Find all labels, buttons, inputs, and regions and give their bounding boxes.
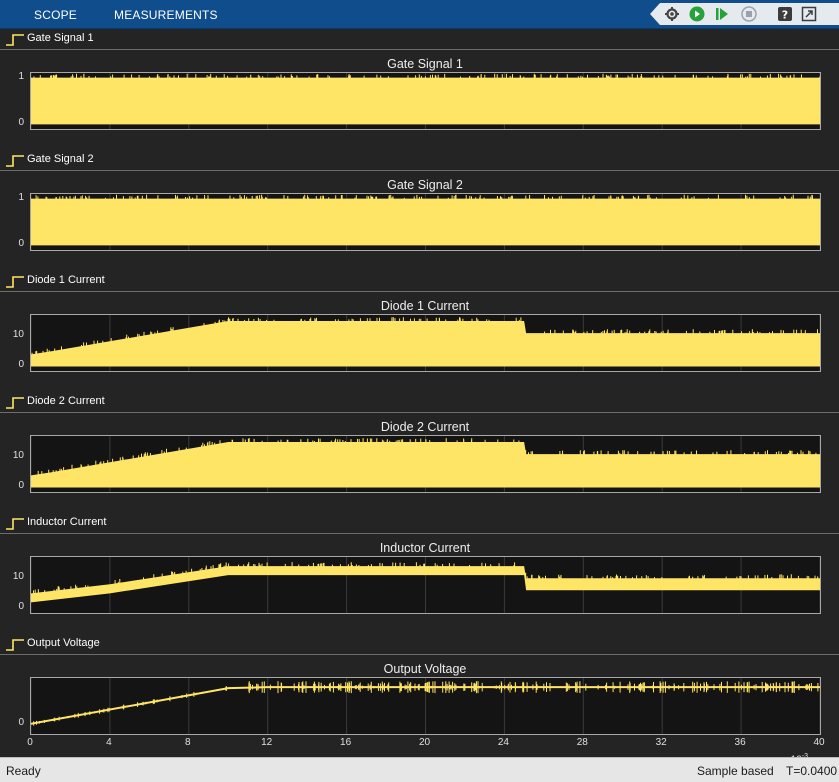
- scope-display: Gate Signal 1 Gate Signal 1 1 0 Gate Signal …: [0, 29, 839, 765]
- x-tick-label: 36: [734, 737, 746, 748]
- y-tick-label: 10: [12, 450, 24, 462]
- x-tick-label: 16: [340, 737, 352, 748]
- signal-header[interactable]: Diode 1 Current: [0, 271, 839, 292]
- axes-title: Output Voltage: [383, 662, 467, 676]
- signal-header[interactable]: Output Voltage: [0, 634, 839, 655]
- x-tick-label: 28: [576, 737, 588, 748]
- plot-svg: [31, 315, 820, 371]
- trace-spikes: [35, 194, 813, 201]
- x-tick-label: 8: [185, 737, 191, 748]
- x-tick-label: 0: [27, 737, 33, 748]
- status-time-text: T=0.0400: [786, 764, 838, 778]
- trace-spikes: [33, 562, 819, 596]
- y-tick-label: 0: [18, 359, 24, 371]
- settings-icon[interactable]: [664, 6, 680, 22]
- step-forward-icon[interactable]: [714, 6, 730, 22]
- signal-header[interactable]: Gate Signal 1: [0, 29, 839, 50]
- axes-title: Diode 2 Current: [380, 420, 470, 434]
- signal-header-label: Diode 2 Current: [27, 395, 105, 407]
- step-signal-icon: [5, 276, 25, 288]
- signal-header[interactable]: Diode 2 Current: [0, 392, 839, 413]
- x-tick-label: 12: [261, 737, 273, 748]
- y-tick-label: 0: [18, 117, 24, 129]
- signal-header-label: Inductor Current: [27, 516, 107, 528]
- trace-area: [31, 566, 820, 603]
- step-signal-icon: [5, 34, 25, 46]
- quick-access-toolstrip: ?: [650, 3, 839, 25]
- x-exponent-power: -3: [802, 753, 808, 760]
- plot-svg: [31, 436, 820, 492]
- axes-plot-area[interactable]: [30, 314, 821, 372]
- axes-title: Gate Signal 2: [387, 178, 463, 192]
- y-tick-label: 10: [12, 329, 24, 341]
- axes-title: Inductor Current: [379, 541, 471, 555]
- trace-area: [31, 77, 820, 125]
- trace-noise: [33, 681, 819, 726]
- tab-measurements[interactable]: MEASUREMENTS: [114, 8, 218, 22]
- step-signal-icon: [5, 639, 25, 651]
- signal-header-label: Diode 1 Current: [27, 274, 105, 286]
- y-tick-label: 0: [18, 601, 24, 613]
- axes-plot-area[interactable]: [30, 193, 821, 251]
- signal-header[interactable]: Inductor Current: [0, 513, 839, 534]
- status-bar: Ready Sample based T=0.0400: [0, 757, 839, 782]
- x-tick-label: 40: [813, 737, 825, 748]
- axes-title: Gate Signal 1: [387, 57, 463, 71]
- axes-title: Diode 1 Current: [380, 299, 470, 313]
- trace-spikes: [33, 73, 820, 80]
- stop-icon[interactable]: [741, 6, 757, 22]
- signal-header-label: Gate Signal 2: [27, 153, 94, 165]
- trace-area: [31, 321, 820, 367]
- x-tick-label: 20: [418, 737, 431, 748]
- svg-text:?: ?: [782, 9, 788, 22]
- plot-svg: [31, 194, 820, 250]
- x-tick-label: 24: [497, 737, 509, 748]
- plot-svg: [31, 557, 820, 613]
- step-signal-icon: [5, 155, 25, 167]
- y-tick-label: 0: [18, 238, 24, 250]
- y-tick-label: 1: [18, 191, 24, 203]
- signal-header-label: Output Voltage: [27, 637, 100, 649]
- y-tick-label: 10: [12, 571, 24, 583]
- trace-spikes: [31, 317, 818, 357]
- help-icon[interactable]: ?: [777, 6, 793, 22]
- axes-plot-area[interactable]: [30, 72, 821, 130]
- plot-svg: [31, 73, 820, 129]
- y-tick-label: 0: [18, 480, 24, 492]
- y-tick-label: 0: [18, 716, 24, 728]
- axes-plot-area[interactable]: [30, 556, 821, 614]
- x-tick-label: 32: [655, 737, 667, 748]
- toolbar: SCOPE MEASUREMENTS ?: [0, 0, 839, 29]
- tab-scope[interactable]: SCOPE: [34, 8, 78, 22]
- trace-spikes: [37, 438, 817, 477]
- y-tick-label: 1: [18, 70, 24, 82]
- step-signal-icon: [5, 397, 25, 409]
- run-icon[interactable]: [689, 6, 705, 22]
- signal-header-label: Gate Signal 1: [27, 32, 94, 44]
- x-tick-label: 4: [106, 737, 112, 748]
- undock-icon[interactable]: [801, 6, 817, 22]
- axes-plot-area[interactable]: [30, 677, 821, 735]
- status-mode-text: Sample based: [697, 764, 774, 778]
- signal-header[interactable]: Gate Signal 2: [0, 150, 839, 171]
- axes-plot-area[interactable]: [30, 435, 821, 493]
- trace-area: [31, 442, 820, 488]
- plot-svg: [31, 678, 820, 734]
- trace-area: [31, 198, 820, 246]
- status-ready-text: Ready: [6, 764, 41, 778]
- step-signal-icon: [5, 518, 25, 530]
